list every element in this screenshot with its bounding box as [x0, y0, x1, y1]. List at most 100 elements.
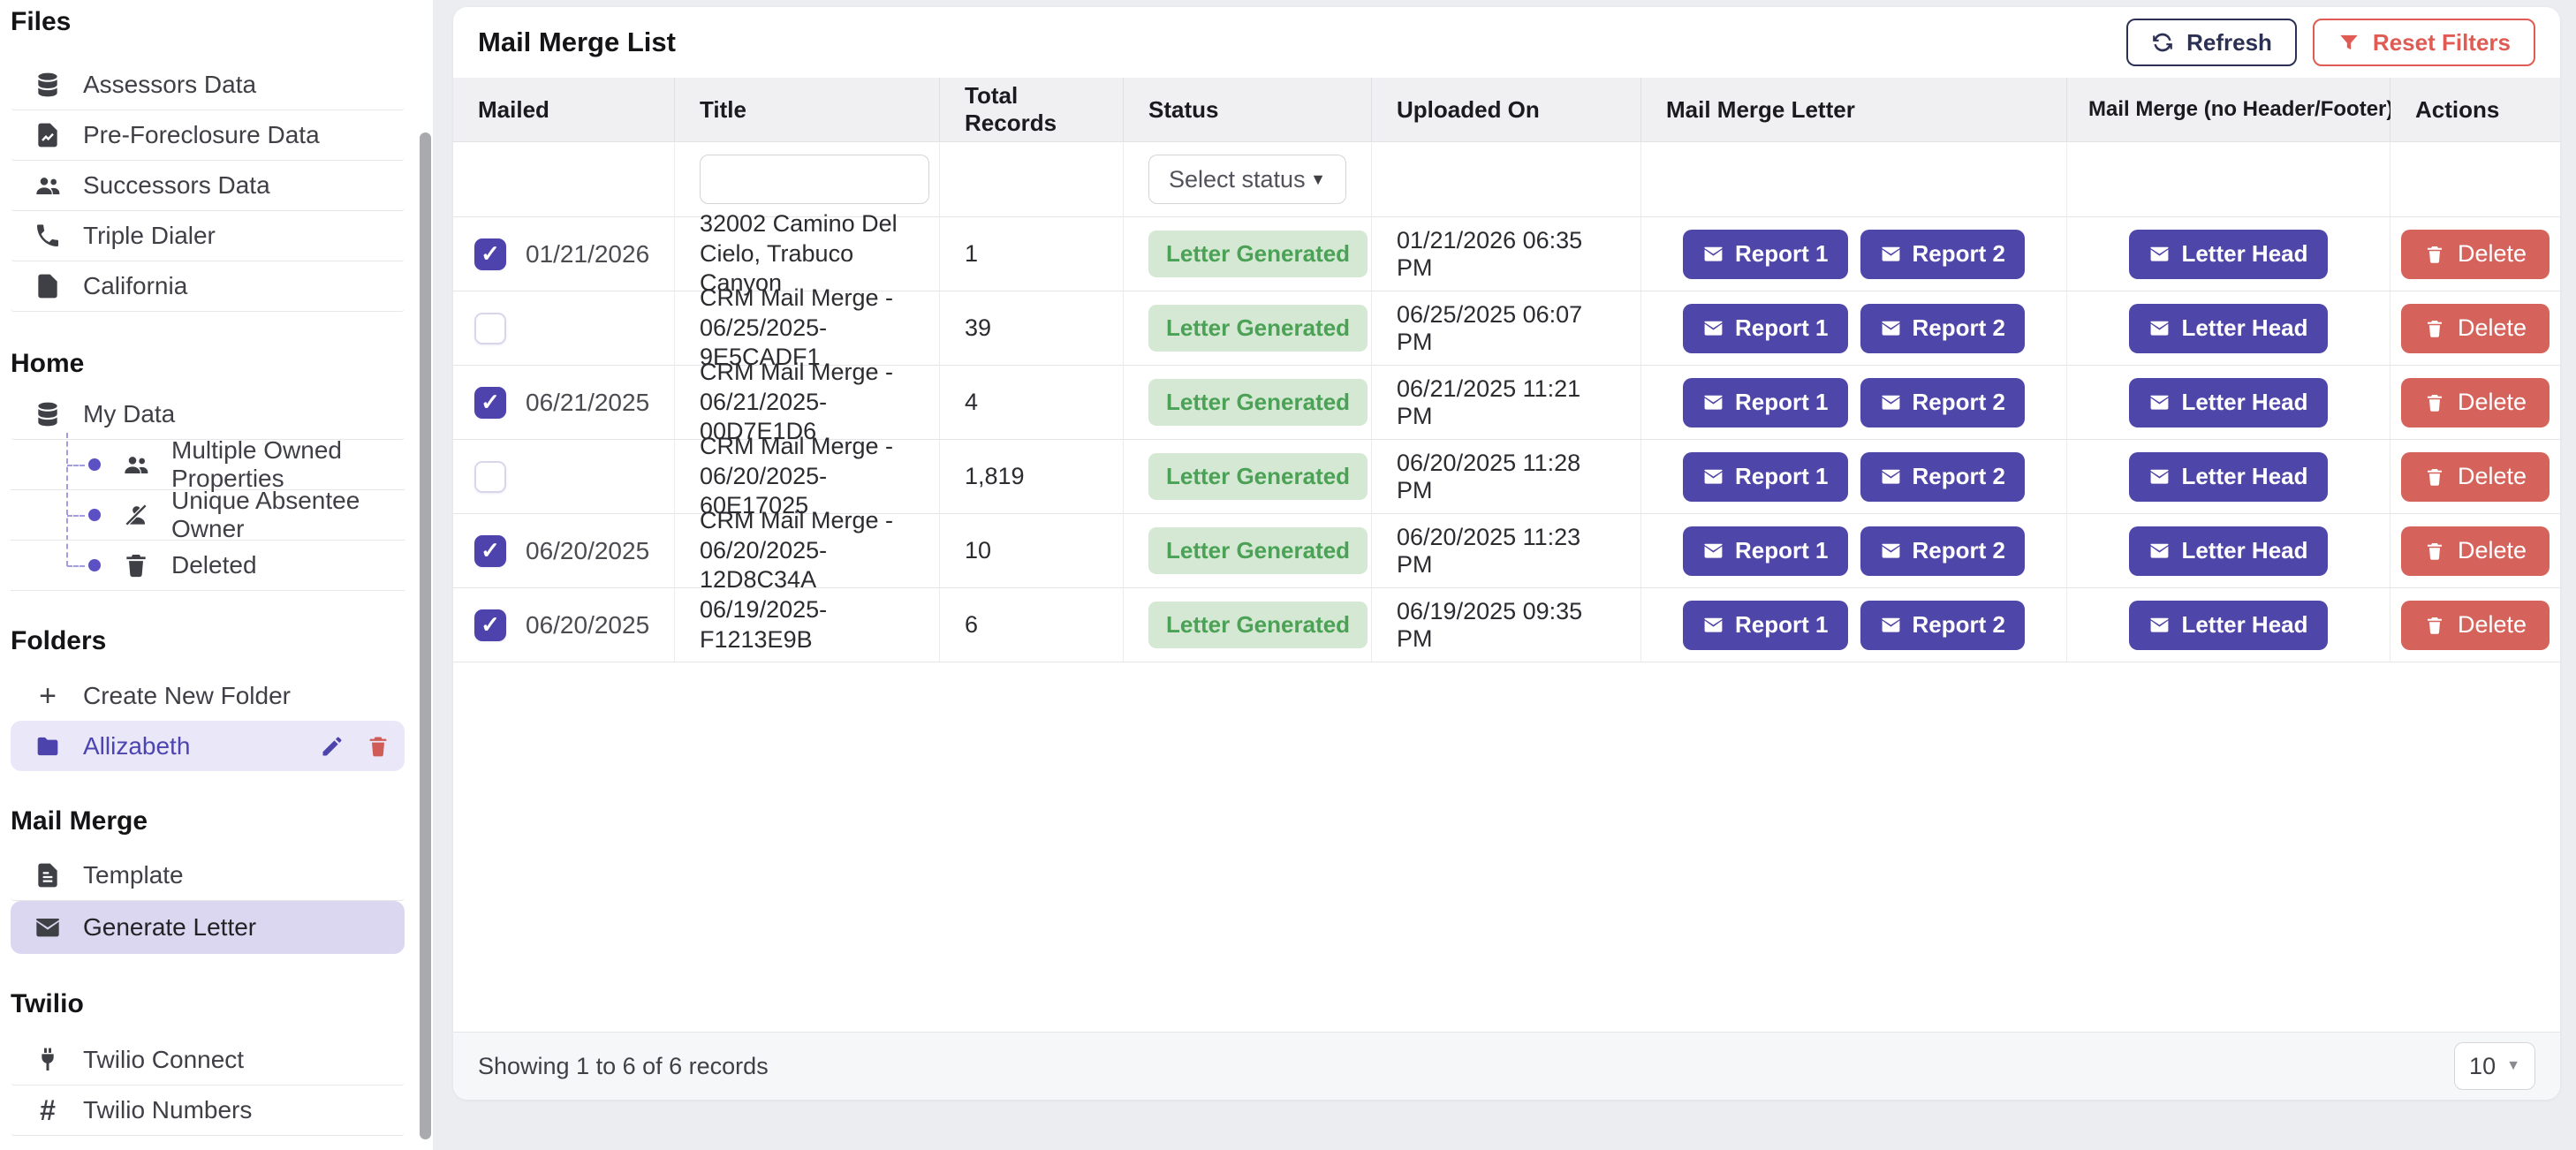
mailed-checkbox[interactable]: [474, 534, 506, 567]
table-row-no-hf-cell: Letter Head: [2067, 366, 2390, 440]
report-1-button[interactable]: Report 1: [1683, 600, 1848, 650]
sidebar-item-label: Assessors Data: [83, 71, 257, 98]
sidebar-item-twilio-numbers[interactable]: # Twilio Numbers: [11, 1086, 405, 1136]
files-list: Assessors Data Pre-Foreclosure Data Succ…: [11, 60, 405, 312]
sidebar-item-successors-data[interactable]: Successors Data: [11, 161, 405, 211]
report-2-button[interactable]: Report 2: [1860, 526, 2025, 576]
filter-cell-actions: [2390, 142, 2560, 217]
delete-button[interactable]: Delete: [2400, 600, 2550, 650]
sidebar-item-label: Successors Data: [83, 171, 270, 199]
sidebar-item-generate-letter[interactable]: Generate Letter: [11, 901, 405, 954]
envelope-icon: [1880, 465, 1902, 488]
sidebar-item-triple-dialer[interactable]: Triple Dialer: [11, 211, 405, 261]
col-header-uploaded-on[interactable]: Uploaded On: [1372, 78, 1641, 142]
sidebar-item-template[interactable]: Template: [11, 851, 405, 901]
trash-icon: [2424, 615, 2445, 636]
mailed-checkbox[interactable]: [474, 609, 506, 641]
letter-head-button[interactable]: Letter Head: [2129, 451, 2328, 502]
status-filter-select[interactable]: Select status ▼: [1148, 155, 1346, 204]
table-row-uploaded-cell: 06/25/2025 06:07 PM: [1372, 291, 1641, 366]
plug-icon: [34, 1046, 62, 1074]
delete-button[interactable]: Delete: [2400, 229, 2550, 279]
letter-head-button[interactable]: Letter Head: [2129, 600, 2328, 650]
delete-button[interactable]: Delete: [2400, 526, 2550, 576]
title-filter-input[interactable]: [700, 155, 929, 204]
mailed-checkbox[interactable]: [474, 386, 506, 419]
report-1-button[interactable]: Report 1: [1683, 377, 1848, 427]
col-header-title[interactable]: Title: [675, 78, 940, 142]
report-2-button[interactable]: Report 2: [1860, 229, 2025, 279]
letter-head-label: Letter Head: [2181, 240, 2308, 267]
table-row-mailed-cell: [453, 291, 675, 366]
sidebar-item-my-data[interactable]: My Data: [11, 390, 405, 440]
mailed-checkbox[interactable]: [474, 460, 506, 493]
sidebar-item-assessors-data[interactable]: Assessors Data: [11, 60, 405, 110]
sidebar-item-label: California: [83, 272, 188, 299]
letter-head-button[interactable]: Letter Head: [2129, 303, 2328, 353]
table-row-title-cell: CRM Mail Merge - 06/21/2025-00D7E1D6: [675, 359, 940, 444]
letter-head-button[interactable]: Letter Head: [2129, 377, 2328, 427]
edit-folder-icon[interactable]: [320, 734, 345, 759]
plus-icon: +: [39, 678, 57, 713]
envelope-icon: [1880, 391, 1902, 413]
refresh-button[interactable]: Refresh: [2126, 19, 2297, 66]
delete-button[interactable]: Delete: [2400, 451, 2550, 502]
sidebar-item-deleted[interactable]: Deleted: [11, 541, 405, 591]
report-2-label: Report 2: [1912, 240, 2005, 267]
col-header-mail-merge-letter[interactable]: Mail Merge Letter: [1641, 78, 2067, 142]
report-2-button[interactable]: Report 2: [1860, 451, 2025, 502]
col-header-actions[interactable]: Actions: [2390, 78, 2560, 142]
filter-cell-status: Select status ▼: [1124, 142, 1372, 217]
table-row-total-records-cell: 1,819: [940, 440, 1124, 514]
report-1-button[interactable]: Report 1: [1683, 229, 1848, 279]
report-2-button[interactable]: Report 2: [1860, 377, 2025, 427]
reset-filters-button[interactable]: Reset Filters: [2312, 19, 2535, 66]
sidebar-item-folder-allizabeth[interactable]: Allizabeth: [11, 721, 405, 771]
delete-button[interactable]: Delete: [2400, 377, 2550, 427]
mailed-checkbox[interactable]: [474, 312, 506, 344]
sidebar-item-pre-foreclosure-data[interactable]: Pre-Foreclosure Data: [11, 110, 405, 161]
col-header-total-records[interactable]: Total Records: [940, 78, 1124, 142]
report-1-label: Report 1: [1735, 537, 1829, 564]
sidebar-item-california[interactable]: California: [11, 261, 405, 312]
report-1-button[interactable]: Report 1: [1683, 451, 1848, 502]
trash-icon: [2424, 318, 2445, 339]
sidebar-item-multiple-owned-properties[interactable]: Multiple Owned Properties: [11, 436, 405, 492]
envelope-icon: [1880, 317, 1902, 339]
report-1-button[interactable]: Report 1: [1683, 526, 1848, 576]
mailed-checkbox[interactable]: [474, 238, 506, 270]
report-1-label: Report 1: [1735, 463, 1829, 489]
letter-head-label: Letter Head: [2181, 389, 2308, 415]
records-summary: Showing 1 to 6 of 6 records: [478, 1052, 769, 1079]
letter-head-button[interactable]: Letter Head: [2129, 526, 2328, 576]
mailed-date: 06/21/2025: [526, 388, 650, 416]
sidebar-item-label: Generate Letter: [83, 913, 257, 941]
table-row-title-cell: CRM Mail Merge - 06/25/2025-9E5CADF1: [675, 284, 940, 370]
page-size-select[interactable]: 10 ▼: [2454, 1042, 2535, 1090]
section-heading-folders: Folders: [11, 626, 107, 655]
sidebar-item-unique-absentee-owner[interactable]: Unique Absentee Owner: [11, 487, 405, 542]
filter-cell-title: [675, 142, 940, 217]
mailed-date: 06/20/2025: [526, 610, 650, 639]
report-2-button[interactable]: Report 2: [1860, 600, 2025, 650]
table-row-total-records-cell: 4: [940, 366, 1124, 440]
envelope-icon: [1880, 243, 1902, 265]
col-header-status[interactable]: Status: [1124, 78, 1372, 142]
col-header-mail-merge-no-header-footer[interactable]: Mail Merge (no Header/Footer): [2067, 78, 2393, 142]
table-row-no-hf-cell: Letter Head: [2067, 588, 2390, 662]
trash-icon: [2424, 541, 2445, 562]
letter-head-button[interactable]: Letter Head: [2129, 229, 2328, 279]
delete-button[interactable]: Delete: [2400, 303, 2550, 353]
report-1-label: Report 1: [1735, 389, 1829, 415]
letter-head-label: Letter Head: [2181, 537, 2308, 564]
letter-head-label: Letter Head: [2181, 463, 2308, 489]
col-header-mailed[interactable]: Mailed: [453, 78, 675, 142]
table-row-actions-cell: Delete: [2390, 366, 2560, 440]
envelope-icon: [2148, 540, 2171, 562]
report-2-button[interactable]: Report 2: [1860, 303, 2025, 353]
create-new-folder-button[interactable]: + Create New Folder: [11, 670, 405, 721]
delete-folder-icon[interactable]: [366, 734, 390, 759]
sidebar-item-twilio-connect[interactable]: Twilio Connect: [11, 1035, 405, 1086]
sidebar-scrollbar[interactable]: [420, 132, 431, 1139]
report-1-button[interactable]: Report 1: [1683, 303, 1848, 353]
